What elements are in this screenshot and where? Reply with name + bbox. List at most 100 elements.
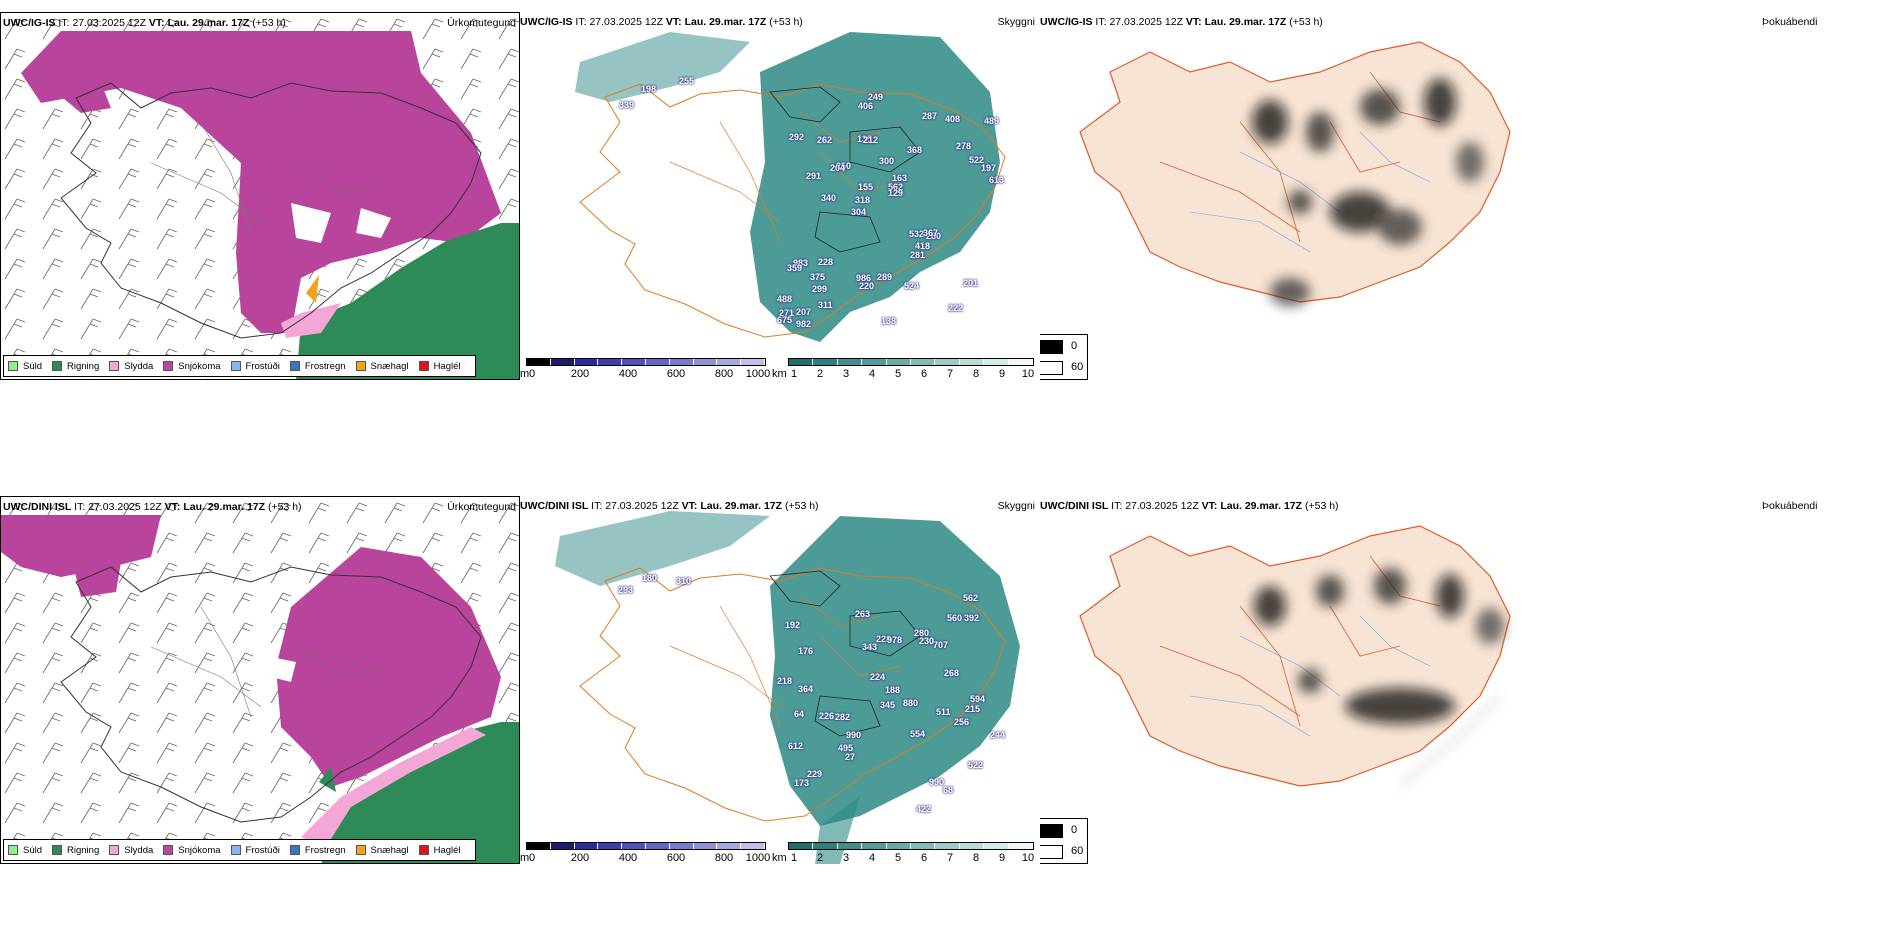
colorbar-segment [837, 359, 863, 365]
vt-label: VT: [681, 500, 698, 512]
it-label: IT: [591, 500, 603, 512]
colorbar-segment [527, 843, 551, 849]
legend-swatch [418, 361, 429, 371]
summit-label: 359 [787, 263, 803, 273]
fog-legend-bottom: 0 60 [1040, 818, 1088, 864]
base-colorbar-strip [526, 358, 766, 366]
colorbar-segment [717, 359, 742, 365]
iceland-outline [60, 82, 482, 339]
model-name: UWC/IG-IS [3, 17, 56, 29]
fog-header-top: UWC/IG-IS IT: 27.03.2025 12Z VT: Lau. 29… [1040, 16, 1323, 28]
summit-label: 345 [880, 700, 896, 710]
summit-label: 406 [858, 101, 874, 111]
legend-label: Rigning [67, 844, 100, 856]
summit-label: 554 [910, 729, 926, 739]
legend-label: Snjókoma [178, 360, 221, 372]
vt-label: VT: [665, 16, 682, 28]
summit-label: 250 [836, 161, 852, 171]
vt-label: VT: [164, 501, 181, 513]
vt-value: Lau. 29.mar. 17Z [167, 17, 250, 29]
it-value: 27.03.2025 12Z [1125, 500, 1199, 512]
summit-label: 218 [777, 676, 793, 686]
summit-label: 392 [964, 613, 980, 623]
legend-label: Snæhagl [370, 844, 409, 856]
colorbar-segment [789, 843, 814, 849]
summit-label: 135 [857, 134, 873, 144]
legend-swatch [289, 845, 300, 855]
base-tick: 400 [618, 852, 638, 864]
summit-label: 220 [859, 281, 875, 291]
colorbar-segment [598, 359, 623, 365]
cloud-header-bottom: UWC/DINI ISL IT: 27.03.2025 12Z VT: Lau.… [520, 500, 819, 512]
base-colorbar-top: m 0 200 400 600 800 1000 [520, 358, 770, 380]
summit-label: 197 [981, 163, 997, 173]
vt-value: Lau. 29.mar. 17Z [1220, 500, 1303, 512]
vt-label: VT: [1185, 16, 1202, 28]
summit-label: 299 [812, 284, 828, 294]
legend-item: Snæhagl [355, 361, 409, 372]
summit-label: 318 [855, 195, 871, 205]
base-tick: 600 [666, 368, 686, 380]
precip-map-bottom [1, 497, 519, 863]
legend-label: Frostregn [304, 360, 346, 372]
vis-tick: 1 [790, 852, 798, 864]
legend-item: Haglél [418, 361, 461, 372]
legend-swatch-white [1040, 845, 1063, 859]
cloud-header-top: UWC/IG-IS IT: 27.03.2025 12Z VT: Lau. 29… [520, 16, 803, 28]
it-label: IT: [74, 501, 86, 513]
vis-colorbar-strip [788, 842, 1034, 850]
summit-label: 594 [970, 694, 986, 704]
colorbar-segment [1008, 359, 1034, 365]
legend-label: 0 [1071, 340, 1078, 352]
colorbar-segment [959, 359, 985, 365]
lead-time: (+53 h) [267, 501, 302, 513]
summit-label: 180 [642, 573, 658, 583]
summit-label: 188 [885, 685, 901, 695]
vis-tick: 7 [946, 852, 954, 864]
summit-label: 230 [919, 636, 935, 646]
summit-label: 27 [845, 752, 856, 762]
colorbar-segment [911, 843, 936, 849]
colorbar-segment [669, 843, 694, 849]
summit-label: 311 [818, 300, 833, 310]
cloud-map-bottom [555, 511, 1020, 864]
summit-label: 287 [922, 111, 938, 121]
summit-label: 263 [855, 609, 871, 619]
summit-label: 982 [796, 319, 812, 329]
summit-label: 990 [929, 777, 945, 787]
vis-tick: 10 [1021, 852, 1035, 864]
colorbar-segment [911, 359, 936, 365]
summit-label: 228 [876, 634, 892, 644]
legend-item: Frostúði [230, 845, 280, 856]
summit-label: 522 [969, 155, 985, 165]
summit-label: 176 [798, 646, 814, 656]
colorbar-segment [886, 843, 912, 849]
colorbar-segment [813, 843, 838, 849]
colorbar-segment [837, 843, 863, 849]
summit-label: 201 [963, 278, 979, 288]
vt-value: Lau. 29.mar. 17Z [700, 500, 783, 512]
summit-label: 707 [933, 640, 949, 650]
colorbar-segment [645, 843, 670, 849]
summit-label: 224 [870, 672, 886, 682]
summit-label: 163 [892, 173, 908, 183]
summit-label: 612 [788, 741, 804, 751]
summit-label: 489 [984, 116, 1000, 126]
fog-panel-bottom: UWC/DINI ISL IT: 27.03.2025 12Z VT: Lau.… [1040, 496, 1900, 864]
summit-label: 511 [936, 707, 951, 717]
summit-label: 364 [798, 684, 814, 694]
legend-label: Frostregn [304, 844, 346, 856]
legend-item: Snjókoma [163, 845, 221, 856]
legend-item: Haglél [418, 845, 461, 856]
summit-label: 280 [914, 628, 930, 638]
cloud-title-top: Skyggni [997, 16, 1035, 28]
fog-panel-top: UWC/IG-IS IT: 27.03.2025 12Z VT: Lau. 29… [1040, 12, 1900, 380]
snow-area [21, 31, 501, 333]
legend-label: Súld [23, 844, 43, 856]
fog-title-bottom: Þokuábendi [1762, 500, 1818, 512]
vis-tick: 5 [894, 852, 902, 864]
legend-swatch [52, 361, 63, 371]
lead-time: (+53 h) [1304, 500, 1339, 512]
summit-label: 280 [926, 231, 942, 241]
colorbar-segment [984, 359, 1009, 365]
